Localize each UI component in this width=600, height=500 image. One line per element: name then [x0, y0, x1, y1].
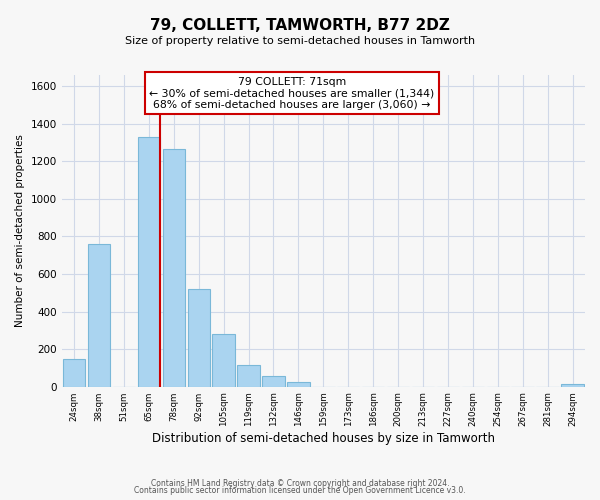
Text: 79 COLLETT: 71sqm
← 30% of semi-detached houses are smaller (1,344)
68% of semi-: 79 COLLETT: 71sqm ← 30% of semi-detached…	[149, 76, 434, 110]
Bar	[137, 137, 160, 386]
Bar	[262, 376, 285, 386]
Bar	[63, 358, 85, 386]
X-axis label: Distribution of semi-detached houses by size in Tamworth: Distribution of semi-detached houses by …	[152, 432, 495, 445]
Y-axis label: Number of semi-detached properties: Number of semi-detached properties	[15, 134, 25, 328]
Bar	[238, 365, 260, 386]
Text: Size of property relative to semi-detached houses in Tamworth: Size of property relative to semi-detach…	[125, 36, 475, 46]
Bar	[188, 289, 210, 386]
Text: 79, COLLETT, TAMWORTH, B77 2DZ: 79, COLLETT, TAMWORTH, B77 2DZ	[150, 18, 450, 32]
Bar	[88, 244, 110, 386]
Text: Contains HM Land Registry data © Crown copyright and database right 2024.: Contains HM Land Registry data © Crown c…	[151, 478, 449, 488]
Bar	[562, 384, 584, 386]
Bar	[163, 149, 185, 386]
Bar	[212, 334, 235, 386]
Text: Contains public sector information licensed under the Open Government Licence v3: Contains public sector information licen…	[134, 486, 466, 495]
Bar	[287, 382, 310, 386]
